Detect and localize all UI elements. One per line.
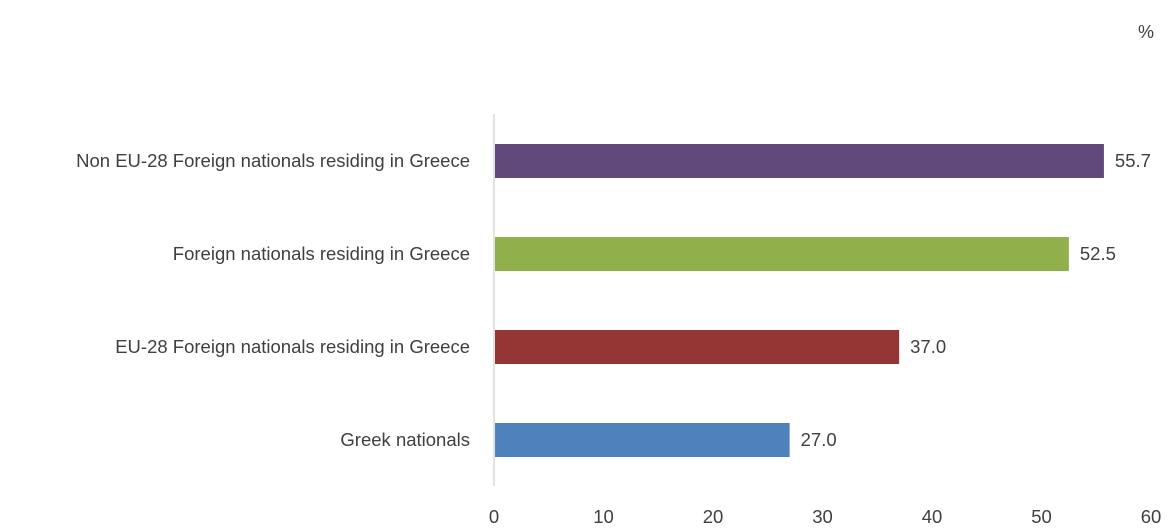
x-tick-label: 40 [922, 506, 943, 527]
bar [495, 144, 1104, 178]
x-tick-label: 50 [1031, 506, 1052, 527]
value-label: 52.5 [1080, 243, 1116, 264]
category-label: Greek nationals [340, 429, 470, 450]
x-tick-label: 30 [812, 506, 833, 527]
x-tick-labels-group: 0 10 20 30 40 50 60 [489, 506, 1161, 527]
x-tick-label: 60 [1141, 506, 1162, 527]
category-label: Foreign nationals residing in Greece [173, 243, 470, 264]
bar [495, 237, 1069, 271]
bars-group [495, 144, 1104, 457]
x-tick-label: 0 [489, 506, 499, 527]
unit-label: % [1138, 22, 1154, 42]
value-labels-group: 55.7 52.5 37.0 27.0 [801, 150, 1151, 450]
value-label: 55.7 [1115, 150, 1151, 171]
x-tick-label: 10 [593, 506, 614, 527]
x-tick-label: 20 [703, 506, 724, 527]
category-labels-group: Non EU-28 Foreign nationals residing in … [76, 150, 470, 450]
category-label: EU-28 Foreign nationals residing in Gree… [115, 336, 470, 357]
value-label: 27.0 [801, 429, 837, 450]
category-label: Non EU-28 Foreign nationals residing in … [76, 150, 470, 171]
value-label: 37.0 [910, 336, 946, 357]
bar [495, 330, 900, 364]
bar [495, 423, 790, 457]
